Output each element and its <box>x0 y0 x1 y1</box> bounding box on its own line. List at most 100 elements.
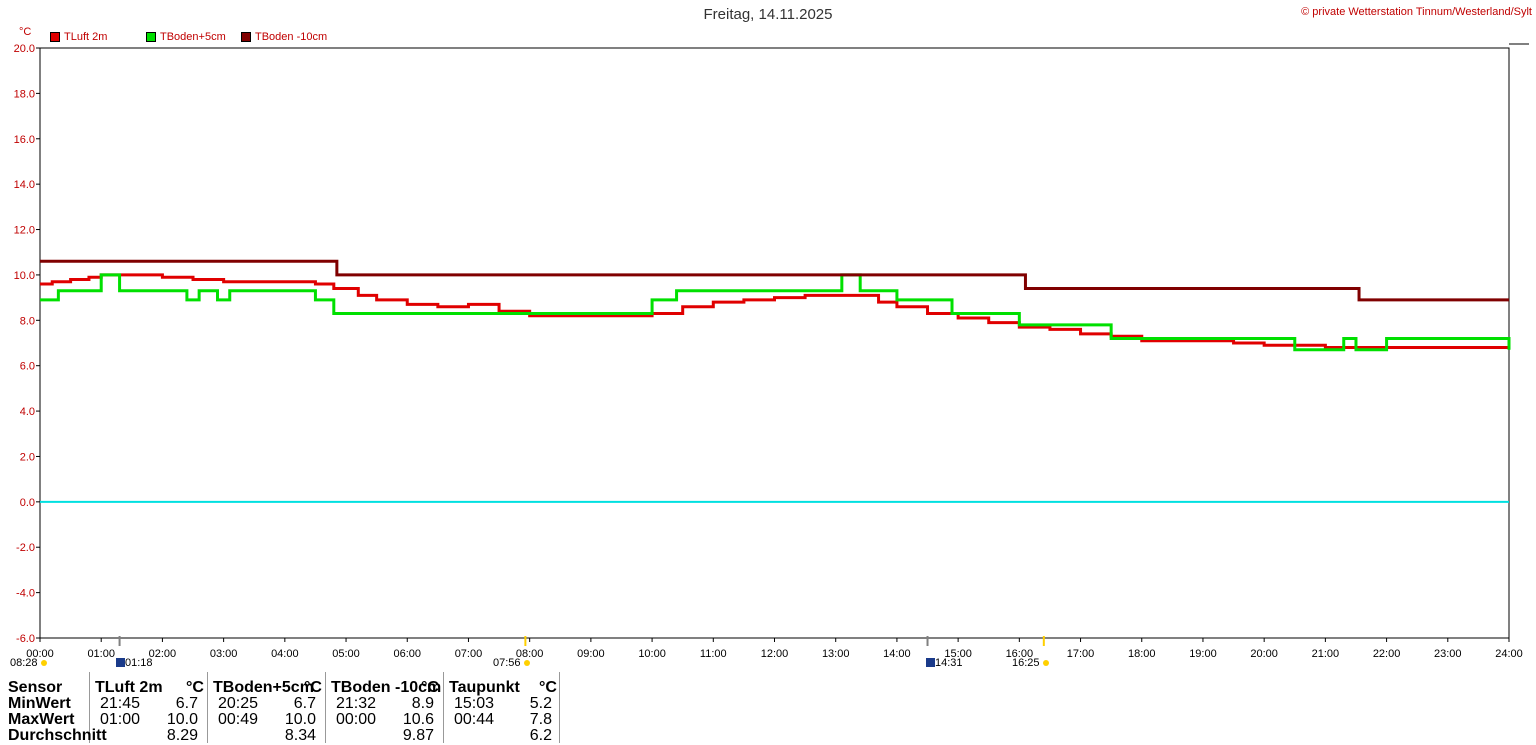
series-line-0 <box>40 273 1509 350</box>
legend-item-tluft: TLuft 2m <box>50 31 107 43</box>
chart-tick-labels: 00:00 01:00 02:00 03:00 04:00 05:00 06:00 07:00… <box>14 43 1523 660</box>
moon-icon <box>116 658 125 667</box>
sun-icon <box>1043 660 1049 666</box>
x-tick-label: 22:00 <box>1373 648 1401 660</box>
legend-label: TBoden+5cm <box>160 31 226 43</box>
x-tick-label: 21:00 <box>1312 648 1340 660</box>
x-tick-label: 24:00 <box>1495 648 1523 660</box>
x-tick-label: 04:00 <box>271 648 299 660</box>
table-divider <box>559 672 560 743</box>
sun-icon <box>41 660 47 666</box>
x-tick-label: 12:00 <box>761 648 789 660</box>
y-tick-label: 10.0 <box>14 270 35 282</box>
table-cell: 9.87 <box>402 727 434 744</box>
header-tboden5: TBoden+5cm <box>213 679 314 696</box>
table-cell: 8.9 <box>411 695 434 712</box>
y-tick-label: 20.0 <box>14 43 35 55</box>
temperature-chart: 00:00 01:00 02:00 03:00 04:00 05:00 06:00 07:00… <box>14 43 1529 667</box>
x-tick-label: 03:00 <box>210 648 238 660</box>
y-tick-label: 18.0 <box>14 88 35 100</box>
x-tick-label: 09:00 <box>577 648 605 660</box>
legend-item-tboden5: TBoden+5cm <box>146 31 226 43</box>
header-tluft: TLuft 2m <box>95 679 163 696</box>
x-tick-label: 15:00 <box>944 648 972 660</box>
y-tick-label: 8.0 <box>20 315 35 327</box>
series-line-2 <box>40 259 1509 302</box>
y-tick-label: 14.0 <box>14 179 35 191</box>
y-tick-label: -4.0 <box>16 588 35 600</box>
x-tick-label: 23:00 <box>1434 648 1462 660</box>
x-tick-label: 18:00 <box>1128 648 1156 660</box>
x-tick-label: 17:00 <box>1067 648 1095 660</box>
y-tick-label: 0.0 <box>20 497 35 509</box>
chart-series <box>40 259 1511 503</box>
x-tick-label: 16:00 <box>1006 648 1034 660</box>
table-cell: 01:00 <box>100 711 141 728</box>
x-tick-label: 20:00 <box>1250 648 1278 660</box>
sun-icon <box>524 660 530 666</box>
header-unit: °C <box>304 679 322 696</box>
x-tick-label: 00:00 <box>26 648 54 660</box>
header-sensor: Sensor <box>8 679 63 696</box>
x-tick-label: 05:00 <box>332 648 360 660</box>
table-cell: 7.8 <box>529 711 552 728</box>
chart-axes <box>36 43 1529 667</box>
table-cell: 00:44 <box>454 711 495 728</box>
y-tick-label: 2.0 <box>20 451 35 463</box>
row-label-max: MaxWert <box>8 711 75 728</box>
table-cell: 10.6 <box>402 711 434 728</box>
y-tick-label: 6.0 <box>20 361 35 373</box>
moon-icon <box>926 658 935 667</box>
legend-label: TLuft 2m <box>64 31 108 43</box>
x-tick-label: 19:00 <box>1189 648 1217 660</box>
table-cell: 5.2 <box>529 695 552 712</box>
y-tick-label: 4.0 <box>20 406 35 418</box>
x-tick-label: 01:00 <box>87 648 115 660</box>
legend-item-tboden10: TBoden -10cm <box>241 31 327 43</box>
table-cell: 6.7 <box>293 695 316 712</box>
legend-swatch <box>146 32 156 42</box>
row-label-avg: Durchschnitt <box>8 727 107 744</box>
table-divider <box>207 672 208 743</box>
x-tick-label: 10:00 <box>638 648 666 660</box>
header-taupunkt: Taupunkt <box>449 679 520 696</box>
legend-swatch <box>241 32 251 42</box>
chart-title: Freitag, 14.11.2025 <box>703 6 833 23</box>
moonrise-label: 14:31 <box>935 657 963 669</box>
header-unit: °C <box>539 679 557 696</box>
table-cell: 20:25 <box>218 695 259 712</box>
y-tick-label: 16.0 <box>14 134 35 146</box>
table-divider <box>325 672 326 743</box>
header-tboden10: TBoden -10cm <box>331 679 442 696</box>
y-tick-label: -2.0 <box>16 542 35 554</box>
table-cell: 6.2 <box>529 727 552 744</box>
moonset-label: 01:18 <box>125 657 153 669</box>
x-tick-label: 08:00 <box>516 648 544 660</box>
table-cell: 8.29 <box>166 727 198 744</box>
table-cell: 10.0 <box>284 711 316 728</box>
x-tick-label: 11:00 <box>700 648 727 660</box>
x-tick-label: 14:00 <box>883 648 911 660</box>
table-cell: 00:49 <box>218 711 259 728</box>
x-tick-label: 13:00 <box>822 648 850 660</box>
sunrise-prev-label: 08:28 <box>10 657 38 669</box>
y-tick-label: 12.0 <box>14 225 35 237</box>
legend-swatch <box>50 32 60 42</box>
x-tick-label: 07:00 <box>455 648 483 660</box>
table-divider <box>89 672 90 743</box>
sunrise-label: 07:56 <box>493 657 521 669</box>
table-cell: 6.7 <box>175 695 198 712</box>
header-unit: °C <box>186 679 204 696</box>
header-unit: °C <box>421 679 439 696</box>
table-cell: 00:00 <box>336 711 377 728</box>
table-cell: 21:45 <box>100 695 141 712</box>
copyright-text: © private Wetterstation Tinnum/Westerlan… <box>1301 6 1532 18</box>
y-tick-label: -6.0 <box>16 633 35 645</box>
row-label-min: MinWert <box>8 695 71 712</box>
sunset-label: 16:25 <box>1012 657 1040 669</box>
x-tick-label: 06:00 <box>393 648 421 660</box>
table-cell: 15:03 <box>454 695 495 712</box>
table-cell: 8.34 <box>284 727 316 744</box>
unit-label: °C <box>19 26 32 38</box>
x-tick-label: 02:00 <box>149 648 177 660</box>
